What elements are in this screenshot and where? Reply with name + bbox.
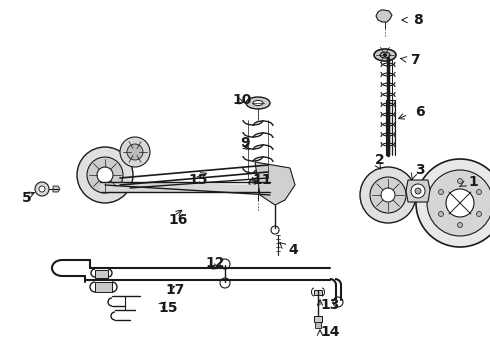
Circle shape — [220, 259, 230, 269]
Circle shape — [271, 226, 279, 234]
Circle shape — [439, 189, 443, 194]
Circle shape — [458, 222, 463, 228]
Text: 17: 17 — [165, 283, 184, 297]
Circle shape — [35, 182, 49, 196]
Polygon shape — [95, 282, 112, 292]
Circle shape — [415, 188, 421, 194]
Circle shape — [120, 137, 150, 167]
Circle shape — [416, 159, 490, 247]
Circle shape — [77, 147, 133, 203]
Polygon shape — [255, 162, 295, 205]
Ellipse shape — [384, 54, 387, 57]
Polygon shape — [386, 100, 395, 155]
Text: 13: 13 — [320, 298, 340, 312]
Polygon shape — [376, 10, 392, 22]
Text: 12: 12 — [205, 256, 224, 270]
Circle shape — [411, 184, 425, 198]
Ellipse shape — [374, 49, 396, 61]
Text: 8: 8 — [413, 13, 423, 27]
Polygon shape — [406, 180, 430, 202]
Text: 15: 15 — [188, 173, 207, 187]
Circle shape — [360, 167, 416, 223]
Ellipse shape — [254, 180, 262, 185]
Ellipse shape — [246, 97, 270, 109]
Text: 10: 10 — [232, 93, 251, 107]
Circle shape — [370, 177, 406, 213]
Circle shape — [458, 179, 463, 184]
Text: 9: 9 — [240, 136, 249, 150]
Ellipse shape — [249, 178, 267, 188]
Text: 16: 16 — [168, 213, 187, 227]
Text: 7: 7 — [410, 53, 419, 67]
Polygon shape — [314, 316, 322, 322]
Circle shape — [477, 212, 482, 216]
Circle shape — [439, 212, 443, 216]
Circle shape — [97, 167, 113, 183]
Polygon shape — [314, 290, 322, 295]
Polygon shape — [315, 322, 321, 328]
Circle shape — [477, 189, 482, 194]
Circle shape — [333, 297, 343, 307]
Circle shape — [446, 189, 474, 217]
Text: 11: 11 — [252, 173, 271, 187]
Text: 5: 5 — [22, 191, 32, 205]
Text: 1: 1 — [468, 175, 478, 189]
Circle shape — [127, 144, 143, 160]
Text: 14: 14 — [320, 325, 340, 339]
Polygon shape — [95, 270, 108, 278]
Text: 4: 4 — [288, 243, 298, 257]
Circle shape — [427, 170, 490, 236]
Circle shape — [381, 188, 395, 202]
Text: 2: 2 — [375, 153, 385, 167]
Circle shape — [87, 157, 123, 193]
Ellipse shape — [253, 100, 263, 105]
Text: 6: 6 — [415, 105, 425, 119]
Circle shape — [39, 186, 45, 192]
Circle shape — [220, 278, 230, 288]
Text: 3: 3 — [415, 163, 425, 177]
Ellipse shape — [380, 52, 390, 58]
Polygon shape — [53, 186, 60, 192]
Text: 15: 15 — [158, 301, 177, 315]
Polygon shape — [100, 182, 270, 192]
